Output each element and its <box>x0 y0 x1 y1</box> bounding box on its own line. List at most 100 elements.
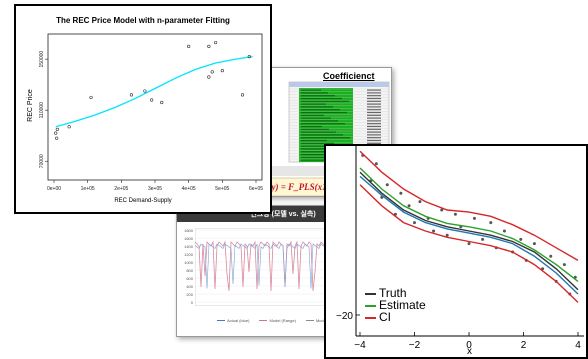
coef-row-value <box>367 120 381 122</box>
elec-y-tick-label: 1000 <box>184 260 193 265</box>
rec-x-tick-label: 0e+00 <box>47 186 61 192</box>
rec-data-point <box>210 70 214 74</box>
coef-row-text <box>301 128 329 130</box>
elec-y-tick-label: 800 <box>186 268 193 273</box>
rec-price-chart-card: The REC Price Model with n-parameter Fit… <box>14 4 272 214</box>
rec-data-point <box>214 40 218 45</box>
truth-series-ci <box>359 150 579 262</box>
elec-legend-item: Model (Range) <box>259 318 296 323</box>
rec-plot-frame <box>47 33 263 181</box>
coef-row-text <box>301 92 328 94</box>
coef-row-value <box>367 131 381 133</box>
truth-series-truth <box>359 171 579 291</box>
rec-data-point <box>240 93 245 97</box>
rec-fit-curve <box>55 55 253 128</box>
coef-row-value <box>367 128 381 130</box>
coefficient-title: Coefficienct <box>323 71 375 81</box>
elec-y-tick-label: 1800 <box>184 228 193 233</box>
coef-row-value <box>367 111 381 114</box>
coef-row-value <box>367 123 381 125</box>
truth-data-point <box>489 221 493 225</box>
coef-row-value <box>367 109 381 111</box>
coef-row-text <box>301 151 325 153</box>
elec-y-tick-label: 200 <box>186 292 193 297</box>
truth-data-point <box>440 208 444 212</box>
coef-row-text <box>301 106 333 108</box>
coef-row-text <box>301 114 324 116</box>
truth-x-tick-label: −2 <box>409 340 421 351</box>
truth-y-tick-label: −20 <box>336 311 353 322</box>
rec-data-point <box>55 127 59 131</box>
truth-data-point <box>467 242 471 246</box>
elec-y-tick-label: 1200 <box>184 252 193 257</box>
truth-plot-area <box>359 150 579 303</box>
truth-data-point <box>385 183 389 187</box>
rec-data-point <box>89 95 93 100</box>
coef-row-value <box>367 92 381 94</box>
truth-legend-item: CI <box>365 311 426 323</box>
coef-row-text <box>301 131 336 133</box>
coef-row-value <box>367 106 381 108</box>
rec-data-point <box>247 54 251 59</box>
rec-x-tick-label: 6e+05 <box>249 186 263 192</box>
truth-estimate-chart-card: −4 −2 0 2 4 −20 x Truth Estimate CI <box>324 144 588 359</box>
coef-row-text <box>301 120 338 122</box>
coef-row-value <box>367 97 381 100</box>
coef-row-value <box>367 95 381 97</box>
rec-y-tick-label: 150000 <box>39 51 45 68</box>
elec-chart-title: 인크량 (모델 vs. 실측) <box>250 211 316 218</box>
rec-data-point <box>129 93 134 97</box>
truth-legend: Truth Estimate CI <box>362 286 429 324</box>
truth-estimate-plot: −4 −2 0 2 4−20 <box>336 146 584 351</box>
truth-data-point <box>445 233 449 237</box>
coef-row-text <box>301 103 326 105</box>
coef-row-text <box>301 153 332 156</box>
coef-row-text <box>301 111 347 114</box>
coef-row-value <box>367 139 381 142</box>
elec-y-axis: 1800 1600 1400 1200 1000 800 600 400 200 0 <box>179 228 193 305</box>
coef-row-value <box>367 137 381 139</box>
truth-series-ci <box>359 184 579 303</box>
truth-series-extra <box>359 175 579 295</box>
truth-data-point <box>532 242 536 246</box>
coef-row-value <box>367 89 381 91</box>
rec-data-point <box>67 125 71 129</box>
coef-row-text <box>301 89 321 91</box>
rec-data-point <box>207 75 211 79</box>
coef-row-text <box>301 134 343 136</box>
elec-legend-item: Actual (blue) <box>217 318 249 323</box>
coef-row-text <box>301 123 345 125</box>
coef-row-value <box>367 103 381 105</box>
coef-row-text <box>301 139 327 142</box>
truth-data-point <box>418 200 422 204</box>
coef-row-value <box>367 125 381 128</box>
rec-data-point <box>54 131 58 135</box>
rec-x-tick-label: 2e+05 <box>114 186 128 192</box>
rec-data-point <box>55 136 59 140</box>
coef-row-value <box>367 114 381 116</box>
truth-x-tick-label: 0 <box>466 340 472 351</box>
truth-x-tick-label: 4 <box>575 340 581 351</box>
rec-data-point <box>150 98 154 102</box>
truth-data-point <box>453 212 457 216</box>
rec-x-axis-label: REC Demand-Supply <box>114 198 172 204</box>
truth-data-point <box>413 221 416 225</box>
truth-x-tick-label: 2 <box>521 340 527 351</box>
coef-row-text <box>301 117 331 119</box>
rec-data-point <box>160 100 164 105</box>
coef-row-text <box>301 137 350 139</box>
rec-x-tick-label: 3e+05 <box>148 186 162 192</box>
coef-row-text <box>301 142 334 144</box>
coef-row-value <box>367 100 381 102</box>
coef-row-text <box>301 109 340 111</box>
rec-data-point <box>143 89 147 93</box>
rec-chart-title: The REC Price Model with n-parameter Fit… <box>56 16 230 25</box>
truth-legend-item: Truth <box>365 287 426 299</box>
rec-y-tick-label: 110000 <box>39 102 45 119</box>
coef-row-text <box>301 156 339 158</box>
coef-row-text <box>301 159 346 161</box>
truth-data-point <box>502 229 506 233</box>
coef-row-text <box>301 100 349 102</box>
truth-data-point <box>519 237 523 241</box>
truth-data-point <box>562 263 566 267</box>
